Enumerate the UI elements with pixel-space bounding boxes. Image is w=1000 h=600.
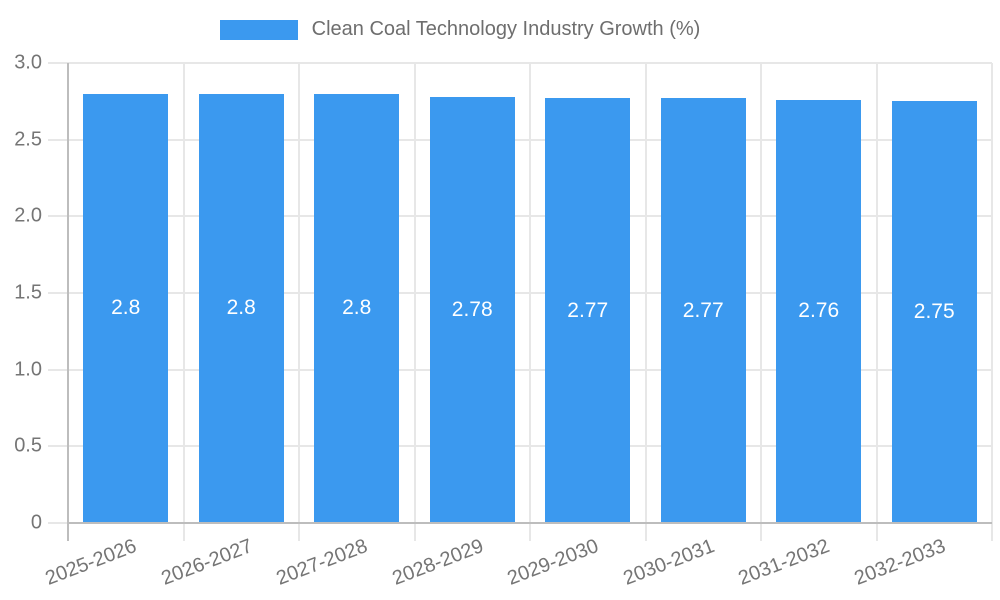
- bar-value-label: 2.77: [682, 298, 724, 322]
- vertical-gridline: [991, 63, 993, 541]
- bar-value-label: 2.75: [913, 300, 955, 324]
- x-axis-tick-label: 2030-2031: [619, 535, 718, 590]
- vertical-gridline: [413, 63, 416, 541]
- y-axis-tick-label: 2.5: [14, 128, 42, 151]
- gridline: [48, 138, 992, 141]
- bar-2028-2029[interactable]: 2.78: [429, 96, 515, 523]
- y-axis-tick-label: 1.5: [14, 281, 42, 304]
- vertical-gridline: [182, 63, 185, 541]
- vertical-gridline: [644, 63, 647, 541]
- legend-label: Clean Coal Technology Industry Growth (%…: [311, 18, 701, 40]
- y-axis-line: [67, 63, 69, 541]
- bar-2026-2027[interactable]: 2.8: [198, 93, 284, 523]
- bar-value-label: 2.77: [567, 298, 609, 322]
- vertical-gridline: [875, 63, 878, 541]
- bar-value-label: 2.8: [342, 296, 372, 320]
- x-axis-tick-label: 2032-2033: [850, 535, 949, 590]
- gridline: [48, 215, 992, 218]
- bar-value-label: 2.78: [451, 297, 493, 321]
- plot-area: 0 0.5 1.0 1.5 2.0 2.5 3.0 2.8 2.8 2.8 2.78 2.77 2.77…: [14, 52, 993, 590]
- y-axis-tick-label: 3.0: [14, 51, 42, 74]
- gridline: [48, 292, 992, 294]
- gridline: [48, 368, 992, 371]
- bar-2032-2033[interactable]: 2.75: [891, 101, 977, 523]
- gridline: [48, 62, 992, 64]
- bar-2030-2031[interactable]: 2.77: [660, 98, 746, 523]
- vertical-gridline: [298, 63, 300, 541]
- x-axis-tick-label: 2029-2030: [504, 535, 602, 590]
- vertical-gridline: [760, 63, 762, 541]
- bar-2025-2026[interactable]: 2.8: [83, 93, 169, 523]
- bar-2031-2032[interactable]: 2.76: [776, 99, 862, 523]
- legend-swatch: [219, 19, 298, 40]
- bar-value-label: 2.76: [798, 299, 840, 323]
- vertical-gridline: [529, 63, 531, 541]
- x-axis-tick-label: 2027-2028: [273, 535, 371, 590]
- x-axis-tick-label: 2026-2027: [157, 535, 256, 590]
- x-axis-tick-label: 2028-2029: [388, 535, 487, 590]
- bar-2029-2030[interactable]: 2.77: [545, 98, 631, 523]
- y-axis-tick-label: 0.5: [14, 434, 42, 457]
- gridline: [48, 445, 992, 448]
- legend-row: Clean Coal Technology Industry Growth (%…: [0, 18, 1000, 41]
- gridline: [48, 522, 68, 524]
- bar-value-label: 2.8: [111, 296, 141, 320]
- x-axis-tick-label: 2025-2026: [42, 535, 140, 590]
- x-axis-tick-label: 2031-2032: [735, 535, 833, 590]
- y-axis-tick-label: 0: [30, 511, 42, 534]
- y-axis-tick-label: 2.0: [14, 204, 42, 227]
- chart-legend[interactable]: Clean Coal Technology Industry Growth (%…: [219, 18, 701, 41]
- y-axis-tick-label: 1.0: [14, 358, 42, 381]
- x-axis-line: [68, 522, 992, 524]
- bar-value-label: 2.8: [226, 296, 256, 320]
- bar-2027-2028[interactable]: 2.8: [314, 93, 400, 523]
